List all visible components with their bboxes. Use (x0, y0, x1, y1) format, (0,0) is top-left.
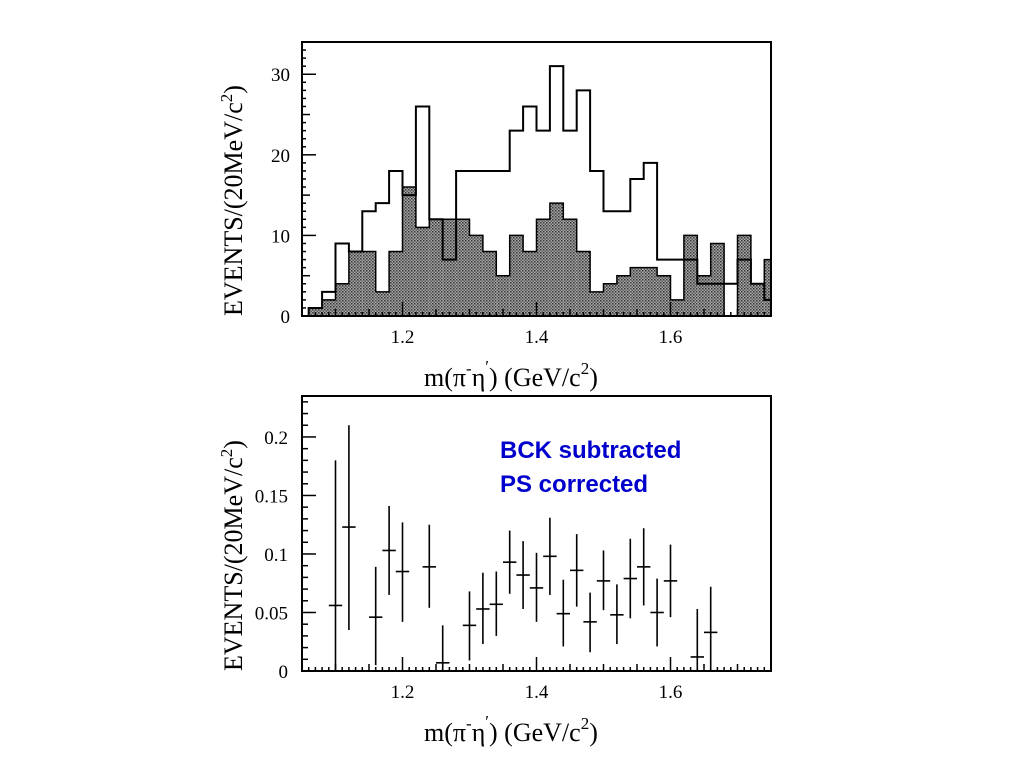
errorbar-point (516, 541, 530, 609)
hatched-bar (697, 275, 711, 316)
x-tick-label: 1.2 (391, 327, 415, 348)
x-tick-label: 1.4 (525, 682, 549, 703)
hatched-bar (496, 275, 510, 316)
y-tick-label: 10 (271, 226, 290, 247)
hatched-bar (335, 283, 349, 316)
bottom-x-axis-label: m(π-η′) (GeV/c2) (424, 712, 598, 747)
errorbar-point (704, 586, 718, 671)
y-tick-label: 0 (281, 307, 291, 328)
y-tick-label: 30 (271, 65, 290, 86)
hatched-bar (563, 219, 577, 316)
errorbar-point (328, 460, 343, 671)
x-tick-label: 1.4 (525, 327, 549, 348)
errorbar-points (328, 425, 718, 671)
hatched-bar (536, 219, 550, 316)
top-tick-labels: 1.2 1.4 1.6 0 10 20 30 (271, 65, 682, 348)
errorbar-point (650, 578, 664, 647)
y-tick-label: 0.05 (255, 603, 288, 624)
errorbar-point (583, 592, 597, 653)
errorbar-point (623, 538, 637, 619)
errorbar-point (436, 625, 450, 671)
hatched-bar (576, 251, 591, 316)
hatched-bar (442, 219, 457, 316)
hatched-histogram-outline (307, 186, 772, 317)
hatched-bar (362, 251, 376, 316)
bottom-tick-labels: 1.2 1.4 1.6 0 0.05 0.1 0.15 0.2 (255, 428, 683, 703)
x-tick-label: 1.6 (659, 327, 683, 348)
hatched-histogram (307, 186, 772, 317)
errorbar-point (663, 544, 678, 618)
top-y-axis-label: EVENTS/(20MeV/c2) (217, 85, 248, 316)
y-tick-label: 0.1 (264, 545, 288, 566)
annotation-bck-subtracted: BCK subtracted (500, 437, 681, 464)
hatched-bar (308, 307, 323, 316)
hatched-bar (737, 235, 751, 316)
hatched-bar (429, 219, 443, 316)
y-tick-label: 0.2 (264, 428, 288, 449)
errorbar-panel: 1.2 1.4 1.600.050.10.150.2 BCK subtracted … (217, 395, 772, 747)
bottom-y-axis-label: EVENTS/(20MeV/c2) (217, 440, 248, 671)
annotation-ps-corrected: PS corrected (500, 471, 648, 498)
hatched-bar (616, 275, 631, 316)
y-tick-label: 0 (279, 662, 289, 683)
x-tick-label: 1.2 (391, 682, 415, 703)
errorbar-point (637, 528, 651, 606)
errorbar-point (690, 608, 704, 671)
errorbar-point (556, 579, 570, 647)
hatched-bar (603, 283, 617, 316)
hatched-bar (456, 219, 470, 316)
bottom-axis-ticks (301, 401, 772, 672)
hatched-bar (683, 235, 698, 316)
hatched-bar (750, 283, 765, 316)
hatched-bar (590, 291, 604, 316)
top-axis-ticks (301, 41, 772, 317)
open-histogram-outline (307, 65, 772, 316)
hatched-bar (509, 235, 524, 316)
hatched-bar (657, 275, 671, 316)
top-x-axis-label: m(π-η′) (GeV/c2) (424, 357, 598, 392)
hatched-bar (415, 227, 430, 316)
x-tick-label: 1.6 (659, 682, 683, 703)
errorbar-point (422, 524, 436, 608)
hatched-bar (549, 203, 564, 316)
errorbar-point (382, 506, 396, 595)
errorbar-point (503, 530, 517, 594)
errorbar-point (395, 522, 410, 622)
open-histogram (307, 65, 772, 316)
errorbar-point (476, 572, 490, 645)
errorbar-point (342, 425, 356, 631)
errorbar-point (529, 552, 544, 622)
hatched-bar (523, 251, 537, 316)
hatched-bar (764, 259, 771, 316)
errorbar-point (570, 534, 584, 607)
hatched-bar (482, 251, 497, 316)
hatched-bar (630, 267, 644, 316)
hatched-bar (643, 267, 658, 316)
y-tick-label: 20 (271, 146, 290, 167)
histogram-panel: 1.2 1.4 1.6 0 10 20 30 EVENTS/(20MeV/c2) m(π-η… (217, 41, 772, 392)
hatched-bar (348, 251, 363, 316)
errorbar-point (596, 550, 611, 611)
errorbar-point (369, 566, 383, 666)
hatched-bar (322, 299, 336, 316)
hatched-bar (469, 235, 483, 316)
hatched-bar (670, 299, 684, 316)
hatched-bar (389, 251, 403, 316)
hatched-bar (375, 291, 390, 316)
errorbar-point (462, 591, 477, 661)
errorbar-point (489, 571, 503, 636)
hatched-bar (710, 243, 725, 316)
errorbar-point (543, 517, 557, 595)
errorbar-point (610, 584, 624, 645)
y-tick-label: 0.15 (255, 486, 288, 507)
hatched-bar (402, 187, 416, 316)
